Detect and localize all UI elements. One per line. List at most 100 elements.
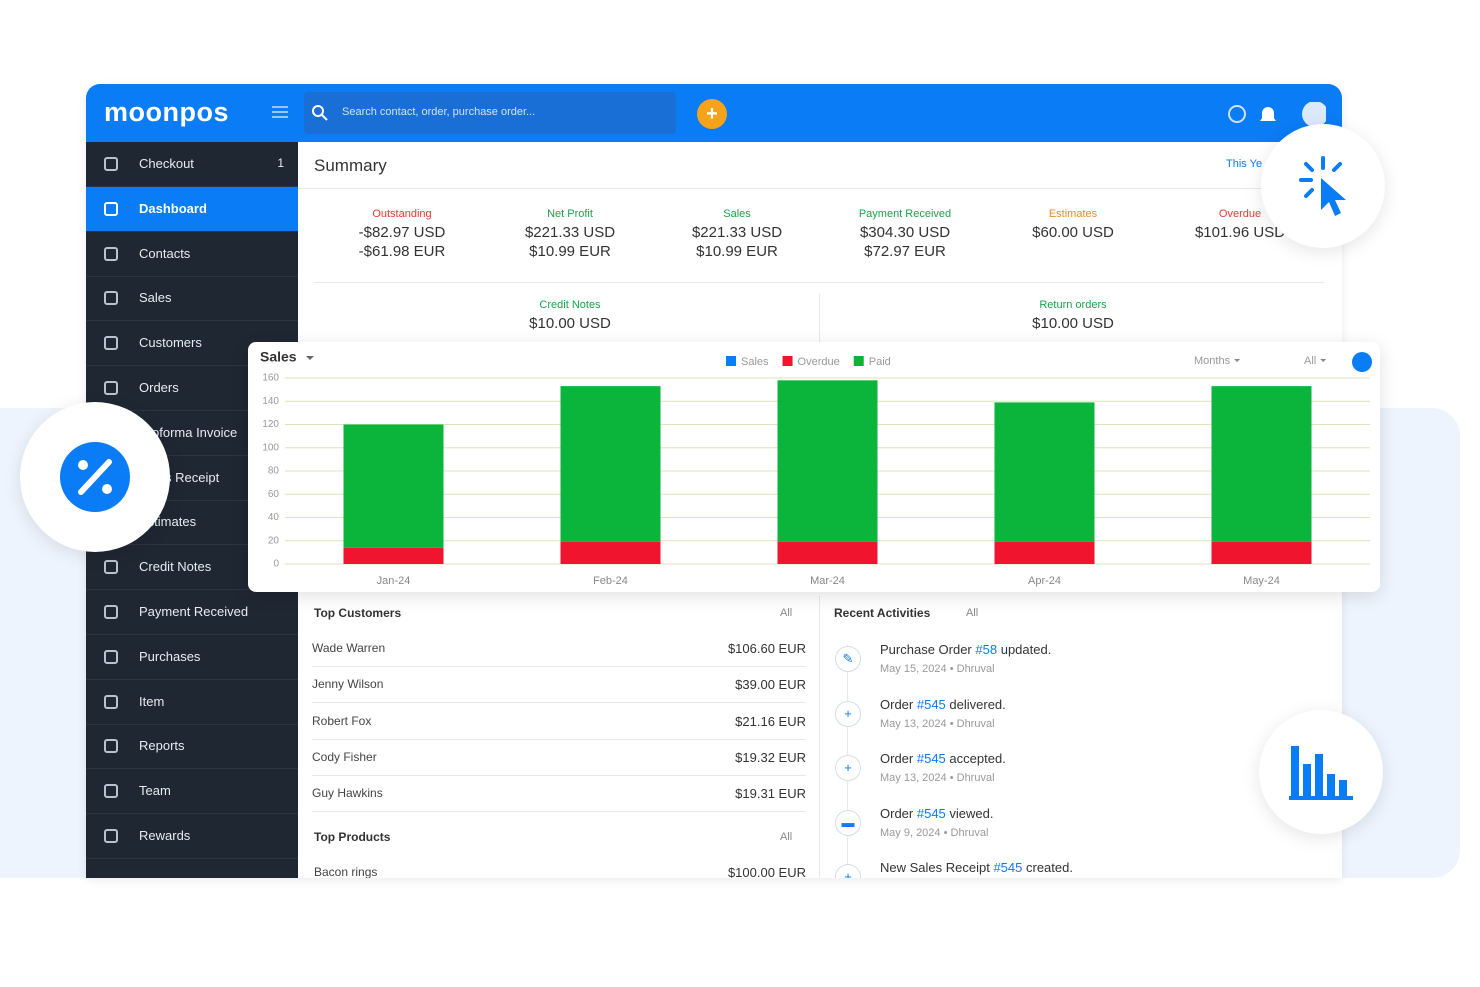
legend-swatch bbox=[853, 356, 864, 366]
activity-text: New Sales Receipt #545 created. bbox=[880, 860, 1073, 875]
card-value: $101.96 USD bbox=[1194, 224, 1286, 241]
sidebar-icon bbox=[104, 336, 118, 351]
bar-segment bbox=[994, 541, 1095, 564]
activity-icon: + bbox=[835, 864, 861, 878]
activity-meta: May 15, 2024 • Dhruval bbox=[880, 663, 995, 675]
card-label: Outstanding bbox=[372, 208, 432, 220]
activity-link[interactable]: #545 bbox=[916, 696, 946, 712]
sidebar-item[interactable]: Checkout 1 bbox=[86, 142, 298, 187]
click-badge bbox=[1261, 124, 1385, 248]
card-label: Overdue bbox=[1218, 208, 1262, 220]
activity-suffix: created. bbox=[1026, 860, 1073, 875]
sidebar-icon bbox=[104, 291, 118, 306]
chart: Sales Sales Overdue Paid Months All 0 20 40 60 80 1… bbox=[260, 349, 1372, 587]
summary-card: Return orders $10.00 USD bbox=[989, 299, 1157, 332]
legend-label: Overdue bbox=[798, 356, 840, 368]
y-tick-label: 80 bbox=[268, 466, 280, 477]
panel-title: Recent Activities bbox=[834, 606, 931, 620]
sidebar-item[interactable]: Item bbox=[86, 680, 298, 725]
bar-segment bbox=[560, 386, 661, 542]
customer-name: Guy Hawkins bbox=[312, 786, 383, 801]
row-divider bbox=[312, 702, 806, 704]
summary-card: Payment Received $304.30 USD $72.97 EUR bbox=[821, 208, 989, 260]
sidebar-item[interactable]: Credit Notes bbox=[86, 545, 298, 591]
card-label: Payment Received bbox=[858, 208, 952, 220]
activity-suffix: updated. bbox=[1000, 642, 1052, 657]
sidebar-icon bbox=[104, 560, 118, 575]
top-icons bbox=[1228, 102, 1326, 127]
y-tick-label: 120 bbox=[262, 419, 279, 430]
sidebar-item[interactable]: Customers bbox=[86, 321, 298, 367]
customer-amount: $106.60 EUR bbox=[727, 641, 806, 656]
row-divider bbox=[312, 666, 806, 667]
bar-segment bbox=[1211, 541, 1312, 564]
card-label: Credit Notes bbox=[539, 299, 601, 311]
sidebar-label: Reports bbox=[139, 738, 185, 754]
row-divider bbox=[312, 774, 806, 776]
summary-card: Outstanding -$82.97 USD -$61.98 EUR bbox=[318, 208, 486, 260]
card-value: $304.30 USD bbox=[859, 224, 951, 241]
bar-segment bbox=[343, 547, 444, 564]
period-selector[interactable]: This Ye bbox=[1226, 158, 1263, 170]
divider bbox=[819, 596, 820, 878]
legend-swatch bbox=[726, 356, 736, 366]
menu-icon[interactable] bbox=[272, 106, 288, 108]
sidebar-item[interactable]: Purchases bbox=[86, 635, 298, 680]
bar-segment bbox=[1211, 386, 1312, 542]
activity-link[interactable]: #545 bbox=[916, 751, 946, 766]
activity-link[interactable]: #58 bbox=[975, 642, 998, 657]
activity-prefix: New Sales Receipt bbox=[880, 860, 990, 875]
sidebar-icon bbox=[104, 694, 118, 709]
search-box[interactable] bbox=[304, 92, 676, 134]
sidebar-item[interactable]: Team bbox=[86, 769, 298, 815]
sidebar-item[interactable]: Reports bbox=[86, 724, 298, 770]
activity-link[interactable]: #545 bbox=[993, 860, 1023, 875]
sidebar-icon bbox=[104, 649, 118, 664]
activity-meta: May 13, 2024 • Dhruval bbox=[880, 772, 995, 784]
y-tick-label: 0 bbox=[273, 559, 279, 570]
sidebar-label: Contacts bbox=[139, 245, 191, 261]
y-tick-label: 40 bbox=[268, 512, 280, 523]
sidebar-item[interactable]: Sales bbox=[86, 276, 298, 322]
activity-text: Order #545 viewed. bbox=[880, 806, 993, 821]
chart-filter[interactable]: All bbox=[1304, 355, 1316, 367]
activity-link[interactable]: #545 bbox=[916, 805, 946, 821]
dropdown-caret bbox=[1320, 359, 1327, 362]
sidebar-label: Purchases bbox=[139, 648, 201, 664]
card-value: $10.00 USD bbox=[1032, 315, 1114, 332]
chart-type-icon bbox=[1352, 352, 1372, 372]
chart-filter[interactable]: Months bbox=[1194, 355, 1231, 367]
bar-segment bbox=[560, 541, 661, 564]
summary-title: Summary bbox=[314, 156, 387, 175]
panel-filter[interactable]: All bbox=[780, 607, 793, 619]
card-value: $221.33 USD bbox=[524, 224, 616, 241]
customer-name: Jenny Wilson bbox=[312, 677, 384, 692]
chart-card: Sales Sales Overdue Paid Months All 0 20 40 60 80 1… bbox=[248, 342, 1380, 592]
sidebar-item[interactable]: Dashboard bbox=[86, 186, 298, 232]
activity-meta: May 9, 2024 • Dhruval bbox=[880, 826, 989, 839]
customer-name: Wade Warren bbox=[312, 641, 386, 655]
sidebar-item[interactable]: Payment Received bbox=[86, 590, 298, 635]
dropdown-caret bbox=[306, 356, 314, 360]
sidebar-item[interactable]: Rewards bbox=[86, 814, 298, 859]
panel-filter[interactable]: All bbox=[780, 831, 793, 843]
sidebar-item[interactable]: Orders bbox=[86, 366, 298, 411]
sidebar-label: Item bbox=[139, 693, 165, 709]
panel-filter[interactable]: All bbox=[966, 607, 979, 619]
legend-label: Sales bbox=[741, 356, 769, 368]
add-button[interactable]: + bbox=[697, 99, 727, 129]
summary-card: Net Profit $221.33 USD $10.99 EUR bbox=[486, 208, 654, 260]
card-value: $10.99 EUR bbox=[696, 243, 778, 260]
bar-segment bbox=[777, 541, 878, 564]
chart-title: Sales bbox=[260, 349, 297, 365]
search-icon bbox=[312, 105, 328, 121]
customer-name: Cody Fisher bbox=[312, 749, 377, 764]
activity-suffix: viewed. bbox=[949, 805, 994, 821]
sidebar-label: Payment Received bbox=[139, 604, 249, 619]
activity-suffix: accepted. bbox=[949, 751, 1006, 766]
activity-text: Order #545 delivered. bbox=[880, 697, 1006, 712]
bar-segment bbox=[777, 380, 878, 542]
card-label: Estimates bbox=[1048, 208, 1098, 220]
sidebar-item[interactable]: Contacts bbox=[86, 232, 298, 277]
